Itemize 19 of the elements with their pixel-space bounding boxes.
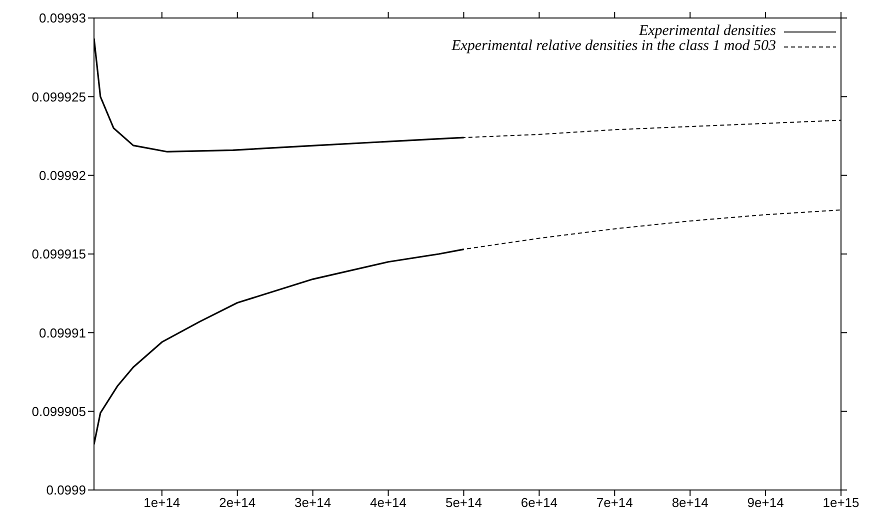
x-tick-label: 7e+14 bbox=[596, 495, 633, 510]
x-tick-label: 6e+14 bbox=[520, 495, 558, 510]
x-tick-label: 8e+14 bbox=[672, 495, 708, 510]
x-tick-label: 9e+14 bbox=[747, 495, 784, 510]
x-tick-label: 1e+15 bbox=[822, 495, 860, 510]
y-tick-label: 0.0999 bbox=[46, 482, 86, 498]
legend-label: Experimental relative densities in the class 1 mod 503 bbox=[452, 38, 776, 54]
x-tick-label: 1e+14 bbox=[144, 495, 180, 510]
x-tick-label: 5e+14 bbox=[445, 495, 482, 510]
x-tick-label: 3e+14 bbox=[294, 495, 332, 510]
y-tick-label: 0.099915 bbox=[32, 246, 86, 262]
y-tick-label: 0.099925 bbox=[32, 89, 86, 104]
y-tick-label: 0.099905 bbox=[32, 404, 86, 419]
legend-label: Experimental densities bbox=[638, 23, 776, 39]
y-tick-label: 0.09992 bbox=[39, 168, 86, 183]
x-tick-label: 2e+14 bbox=[219, 495, 256, 510]
y-tick-label: 0.09991 bbox=[39, 325, 86, 340]
x-tick-label: 4e+14 bbox=[370, 495, 407, 510]
y-tick-label: 0.09993 bbox=[39, 10, 86, 26]
